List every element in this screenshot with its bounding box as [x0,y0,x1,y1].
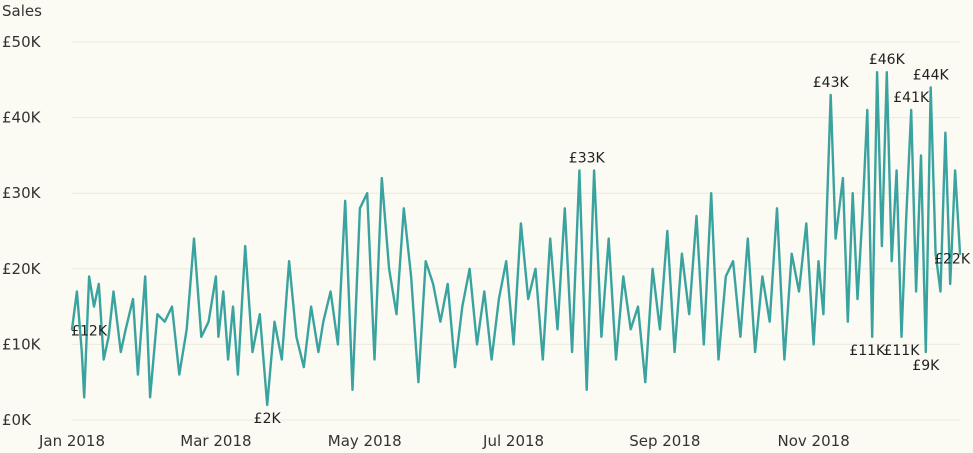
data-label: £11K [849,343,886,359]
data-label: £41K [893,90,930,106]
y-axis-ticks: £0K £10K £20K £30K £40K £50K [2,33,42,429]
data-label: £11K [883,343,920,359]
y-tick-label: £50K [2,33,42,51]
series-layer [70,70,962,407]
y-tick-label: £0K [2,411,32,429]
y-tick-label: £10K [2,335,42,353]
data-label: £33K [569,151,606,167]
x-tick-label: Jul 2018 [482,432,544,450]
data-label: £9K [912,358,940,374]
data-labels: £12K £2K £33K £43K £11K £46K £11K £41K £9K £44K £2… [71,52,971,427]
series-line-0 [70,70,962,407]
x-axis-ticks: Jan 2018 Mar 2018 May 2018 Jul 2018 Sep 2018… [38,432,850,450]
x-tick-label: Mar 2018 [180,432,251,450]
data-label: £12K [71,323,108,339]
data-label: £44K [913,67,950,83]
y-tick-label: £20K [2,260,42,278]
data-label: £46K [869,52,906,68]
x-tick-label: May 2018 [328,432,402,450]
y-axis-title: Sales [2,2,42,20]
y-tick-label: £30K [2,184,42,202]
x-tick-label: Nov 2018 [778,432,850,450]
data-label: £43K [813,75,850,91]
gridlines [72,41,960,421]
y-tick-label: £40K [2,109,42,127]
data-label: £22K [934,252,971,268]
x-tick-label: Sep 2018 [629,432,700,450]
x-tick-label: Jan 2018 [38,432,105,450]
data-label: £2K [254,411,282,427]
